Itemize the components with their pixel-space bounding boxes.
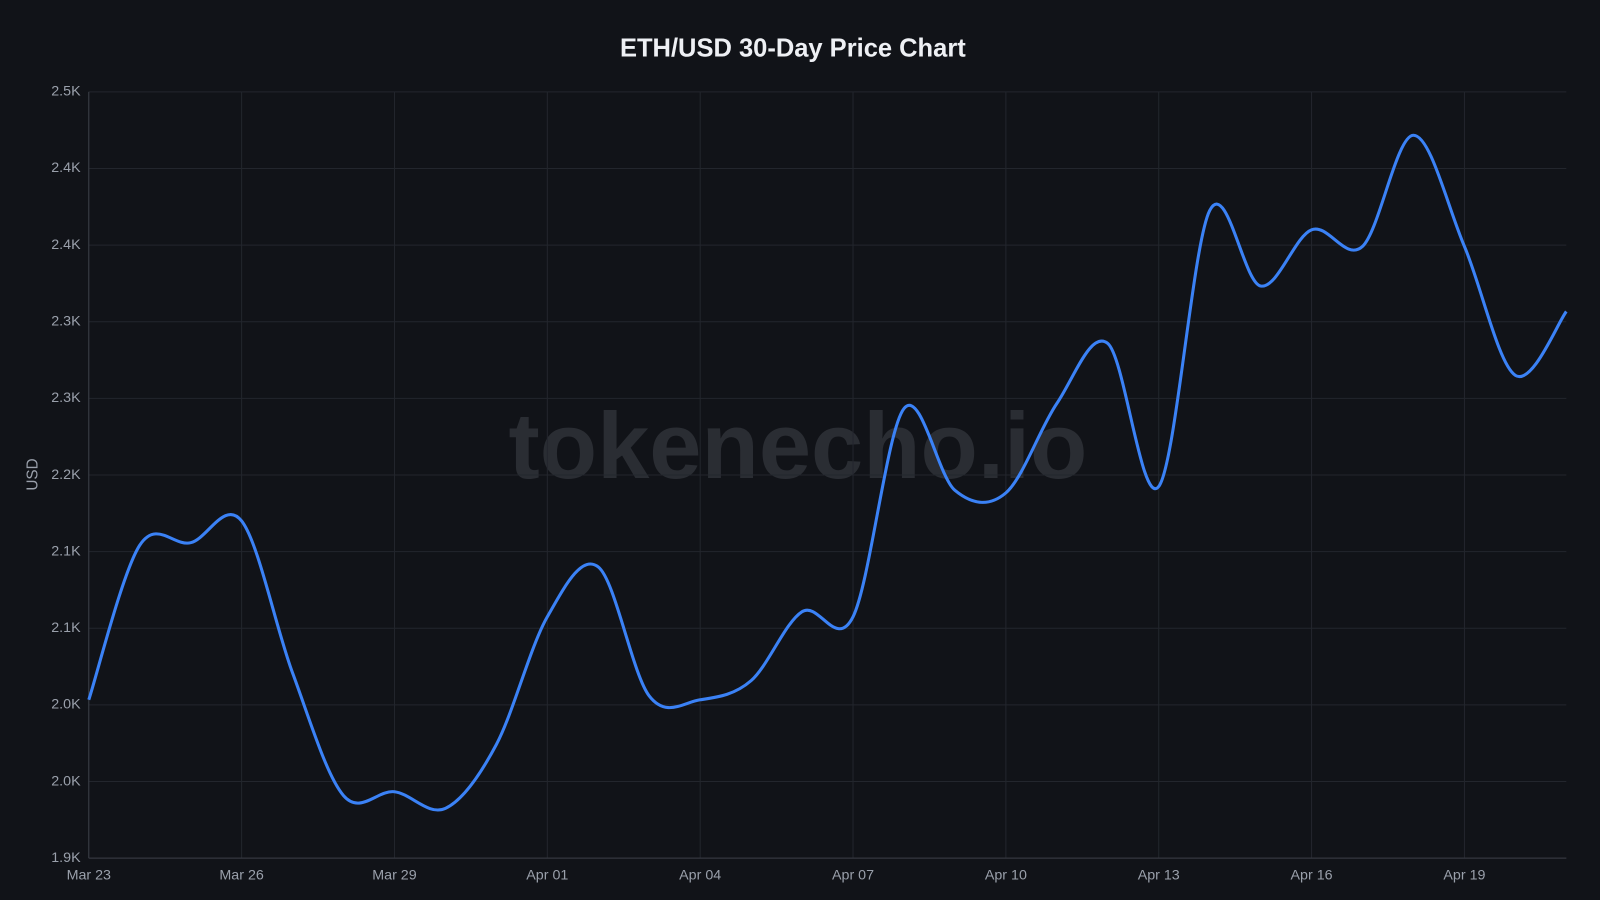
x-tick-label: Apr 13 — [1138, 867, 1180, 883]
x-tick-label: Apr 07 — [832, 867, 874, 883]
chart-title: ETH/USD 30-Day Price Chart — [620, 35, 966, 63]
y-tick-label: 2.4K — [51, 160, 81, 176]
y-tick-label: 2.3K — [51, 314, 81, 330]
y-tick-label: 2.0K — [51, 697, 81, 713]
x-tick-label: Apr 16 — [1291, 867, 1333, 883]
y-tick-label: 2.2K — [51, 467, 81, 483]
x-tick-label: Mar 26 — [219, 867, 263, 883]
watermark: tokenecho.io — [509, 393, 1088, 498]
x-tick-label: Apr 19 — [1443, 867, 1485, 883]
y-tick-label: 2.1K — [51, 543, 81, 559]
y-tick-label: 2.5K — [51, 84, 81, 100]
y-tick-label: 2.1K — [51, 620, 81, 636]
x-tick-label: Mar 29 — [372, 867, 416, 883]
y-tick-label: 2.4K — [51, 237, 81, 253]
x-tick-label: Apr 10 — [985, 867, 1027, 883]
y-tick-label: 2.0K — [51, 773, 81, 789]
y-tick-label: 1.9K — [51, 850, 81, 866]
y-tick-label: 2.3K — [51, 390, 81, 406]
x-tick-label: Mar 23 — [67, 867, 111, 883]
price-line — [87, 133, 1568, 812]
y-axis-label: USD — [25, 458, 42, 490]
x-tick-label: Apr 01 — [526, 867, 568, 883]
x-tick-label: Apr 04 — [679, 867, 721, 883]
